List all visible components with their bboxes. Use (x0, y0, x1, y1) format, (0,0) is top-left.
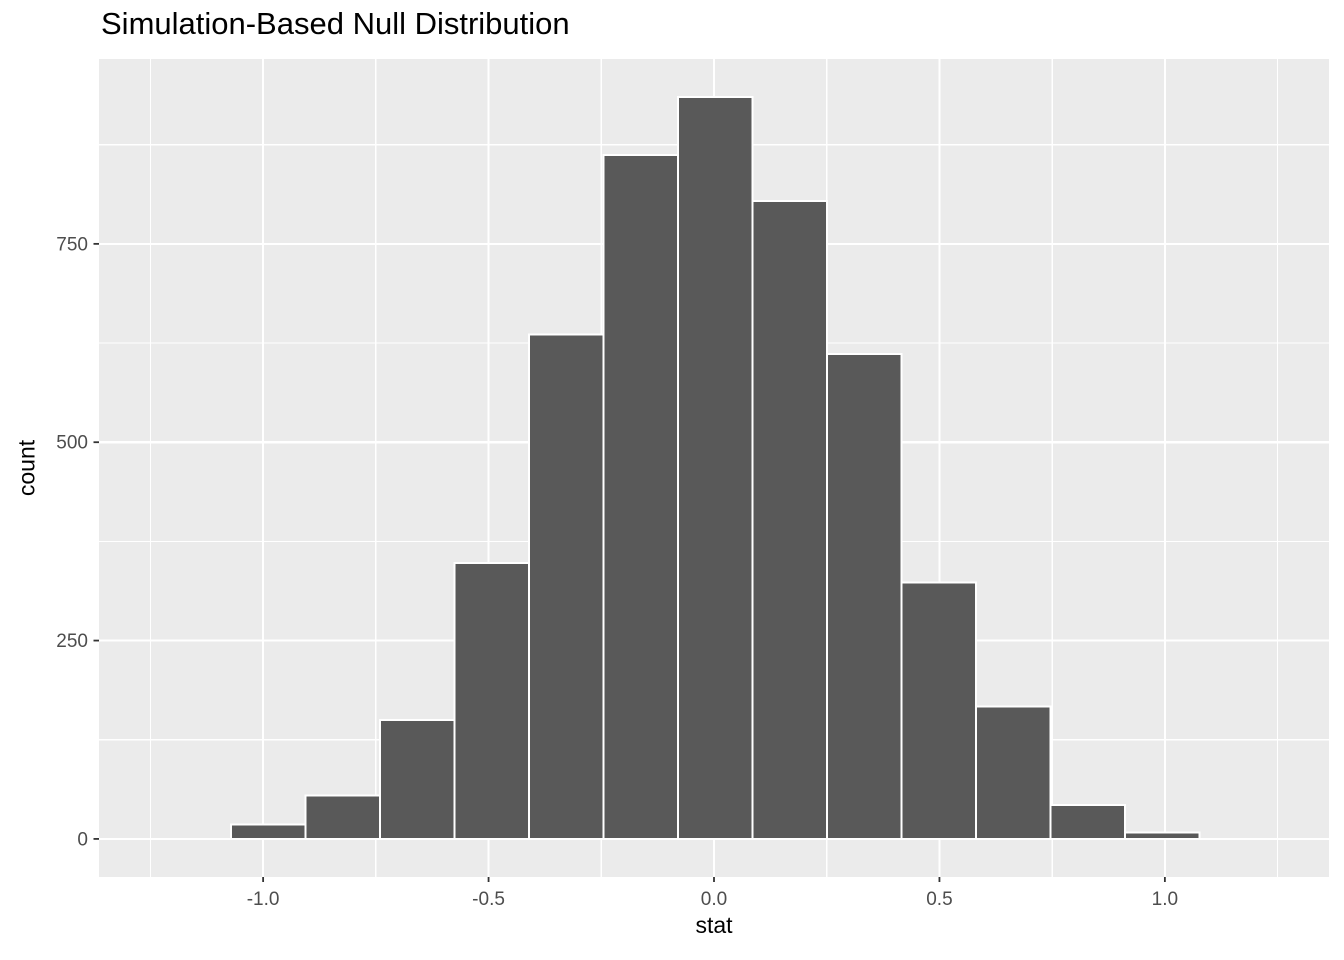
x-tick-label: -1.0 (247, 889, 280, 910)
y-tick-label: 250 (56, 631, 88, 652)
x-tick-label: 0.0 (701, 889, 727, 910)
x-tick-label: -0.5 (472, 889, 505, 910)
histogram-bar (379, 718, 456, 840)
y-axis-title: count (13, 439, 40, 497)
y-tick-label: 500 (56, 433, 88, 454)
histogram-bar (677, 96, 754, 840)
histogram-bar (825, 353, 903, 840)
x-axis-title: stat (695, 912, 733, 938)
x-tick-label: 1.0 (1152, 889, 1178, 910)
histogram-bar (974, 705, 1052, 840)
x-tick-label: 0.5 (926, 889, 952, 910)
histogram-bar (751, 200, 828, 840)
histogram-bar (602, 154, 680, 840)
histogram-bar (1123, 831, 1201, 840)
y-tick-label: 0 (77, 829, 88, 850)
histogram-bar (453, 561, 531, 840)
histogram-bar (304, 794, 382, 840)
histogram-bar (1049, 803, 1126, 840)
y-tick-label: 750 (56, 234, 88, 255)
histogram-bar (230, 823, 307, 840)
histogram-bar (528, 333, 605, 840)
chart-title: Simulation-Based Null Distribution (101, 6, 570, 41)
histogram-bar (900, 581, 977, 840)
